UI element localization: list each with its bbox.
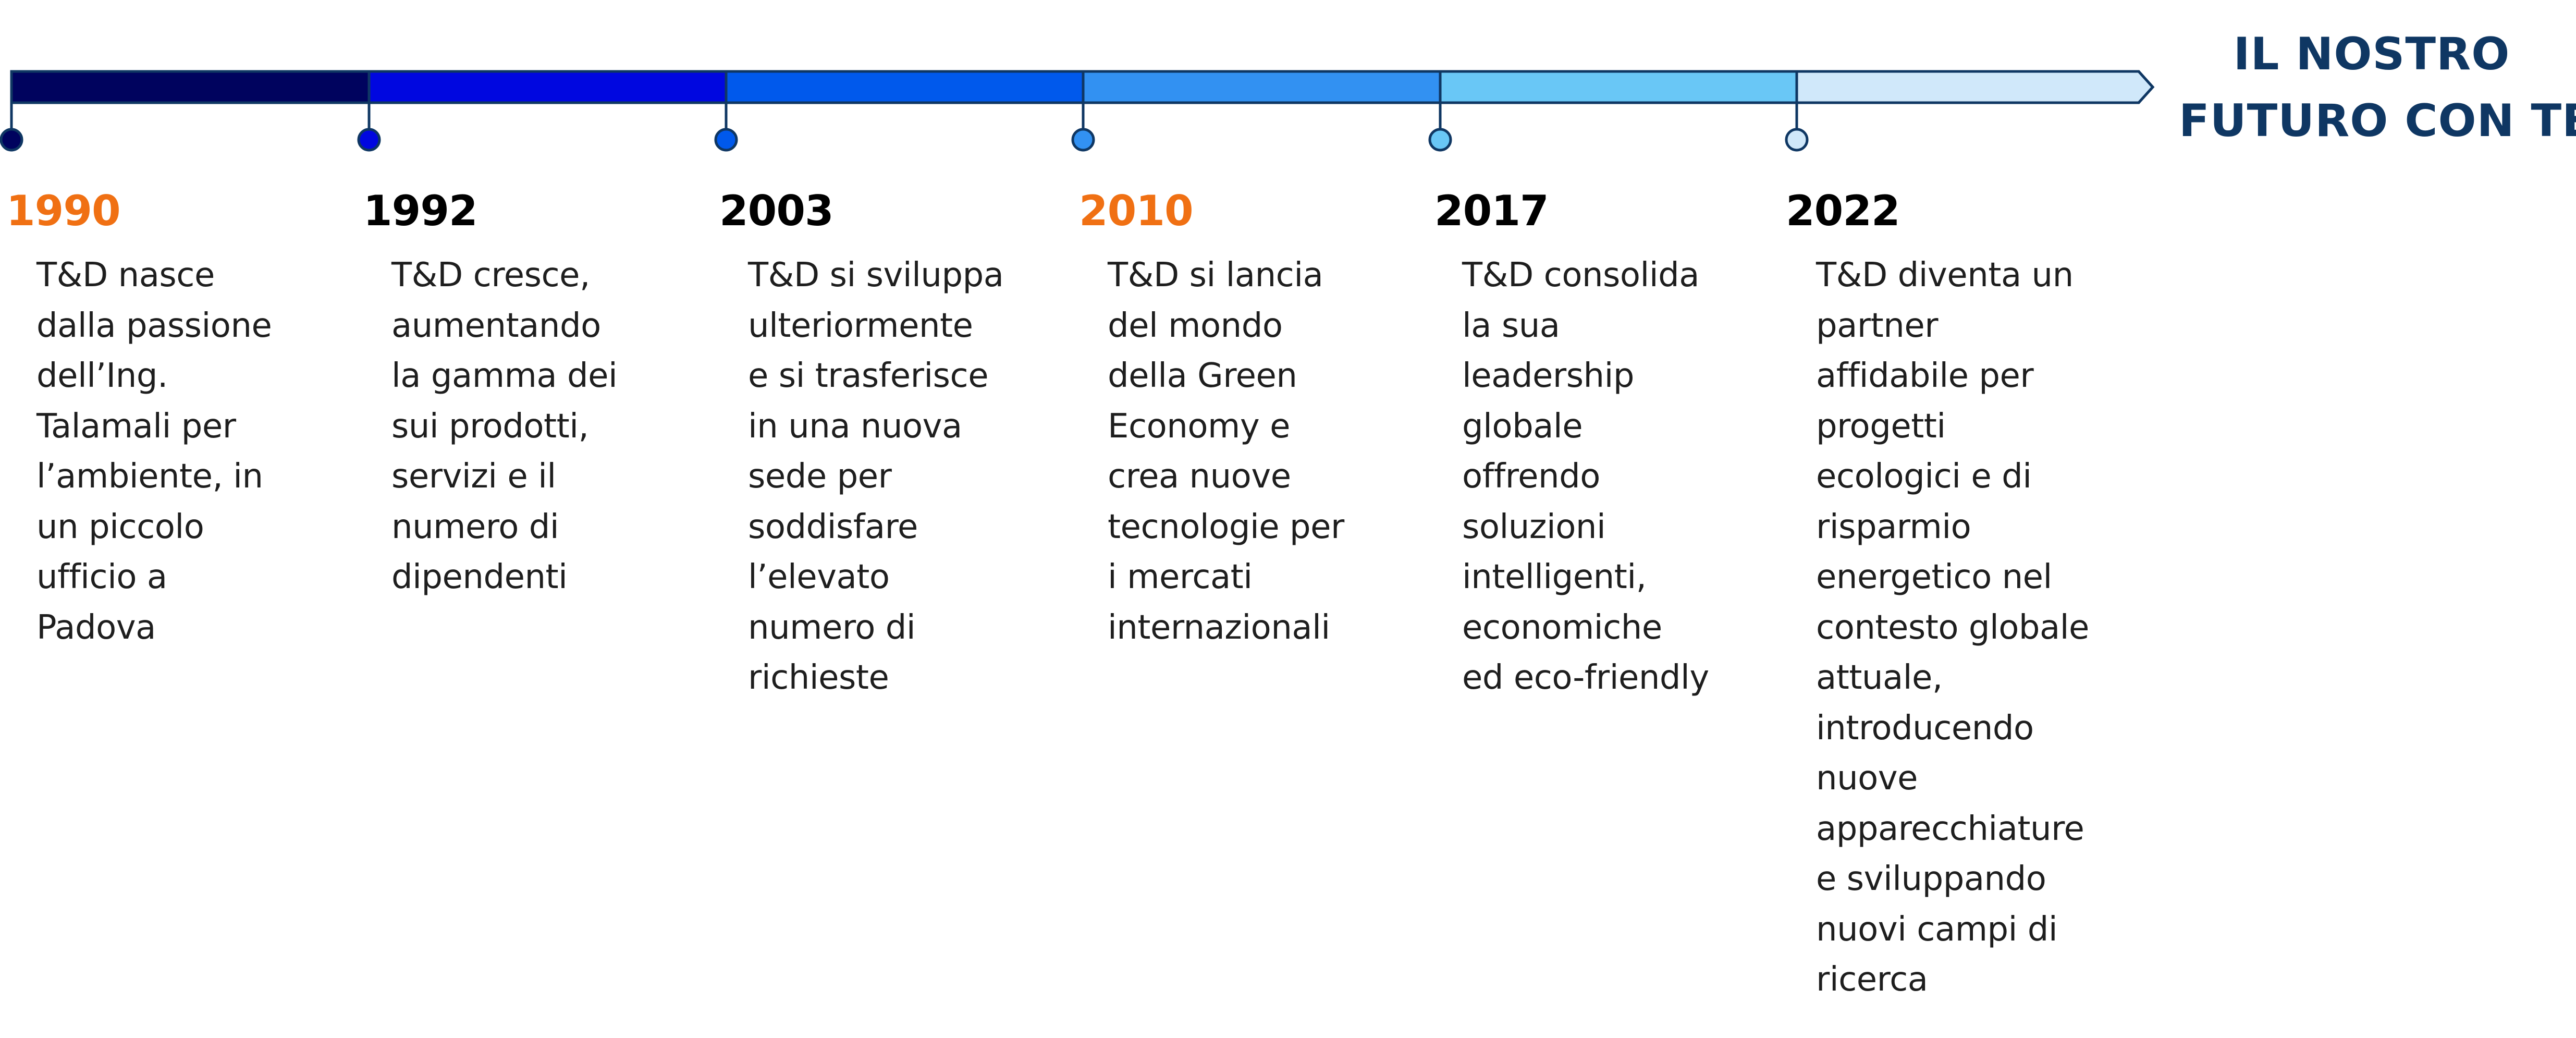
milestone-description-line: nuovi campi di — [1816, 910, 2058, 949]
milestone-description-line: ufficio a — [36, 558, 167, 596]
milestone-description-line: la sua — [1462, 306, 1560, 345]
milestone-description-line: della Green — [1108, 357, 1297, 395]
milestone-description-line: Economy e — [1108, 407, 1290, 446]
milestone-description-line: intelligenti, — [1462, 558, 1647, 596]
milestone-description-line: richieste — [748, 658, 889, 697]
milestone-2017: 2017 T&D consolida la sua leadership globale… — [1434, 180, 1709, 703]
timeline-segment-6 — [1795, 70, 2155, 104]
milestone-description-line: T&D diventa un — [1816, 256, 2074, 295]
milestone-description-line: soluzioni — [1462, 507, 1606, 546]
milestone-description-line: affidabile per — [1816, 357, 2034, 395]
milestone-description: T&D cresce, aumentando la gamma dei sui pro… — [363, 250, 618, 603]
milestone-description-line: risparmio — [1816, 507, 1971, 546]
milestone-description-line: T&D si lancia — [1108, 256, 1323, 295]
milestone-year: 1992 — [363, 187, 478, 235]
milestone-description-line: un piccolo — [36, 507, 204, 546]
timeline-segment-2 — [367, 70, 728, 104]
milestone-description-line: introducendo — [1816, 709, 2034, 748]
milestone-description-line: ecologici e di — [1816, 457, 2032, 496]
milestone-description-line: T&D si sviluppa — [748, 256, 1004, 295]
milestone-description-line: sede per — [748, 457, 892, 496]
timeline-dot-5 — [1428, 128, 1452, 152]
milestone-description-line: ed eco-friendly — [1462, 658, 1709, 697]
milestone-description-line: offrendo — [1462, 457, 1600, 496]
milestone-description-line: dell’Ing. — [36, 357, 168, 395]
milestone-description-line: numero di — [748, 608, 916, 647]
milestone-year: 2017 — [1434, 187, 1549, 235]
milestone-1990: 1990 T&D nasce dalla passione dell’Ing. Tala… — [6, 180, 272, 653]
milestone-description-line: ulteriormente — [748, 306, 973, 345]
milestone-description-line: T&D consolida — [1462, 256, 1699, 295]
milestone-year: 1990 — [6, 187, 121, 235]
milestone-description-line: la gamma dei — [391, 357, 618, 395]
milestone-description-line: tecnologie per — [1108, 507, 1344, 546]
timeline-dot-1 — [0, 128, 23, 152]
section-title: IL NOSTRO FUTURO CON TE — [2179, 21, 2576, 154]
milestone-2022: 2022 T&D diventa un partner affidabile per p… — [1786, 180, 2089, 1005]
milestone-description-line: numero di — [391, 507, 559, 546]
milestone-description-line: energetico nel — [1816, 558, 2052, 596]
milestone-description: T&D consolida la sua leadership globale offr… — [1434, 250, 1709, 703]
milestone-description-line: e sviluppando — [1816, 860, 2046, 898]
milestone-description-line: dalla passione — [36, 306, 272, 345]
timeline-dot-6 — [1785, 128, 1809, 152]
milestone-description-line: leadership — [1462, 357, 1634, 395]
milestone-description-line: soddisfare — [748, 507, 918, 546]
milestone-description-line: internazionali — [1108, 608, 1330, 647]
timeline-markers — [0, 71, 1809, 152]
milestone-description-line: Talamali per — [36, 407, 236, 446]
milestone-year: 2010 — [1079, 187, 1194, 235]
milestone-description-line: aumentando — [391, 306, 601, 345]
milestone-description-line: l’ambiente, in — [36, 457, 263, 496]
milestone-year: 2003 — [719, 187, 834, 235]
milestone-description-line: i mercati — [1108, 558, 1253, 596]
milestone-description-line: del mondo — [1108, 306, 1283, 345]
timeline-dot-2 — [357, 128, 381, 152]
milestone-description: T&D si lancia del mondo della Green Economy… — [1079, 250, 1344, 653]
milestone-description-line: e si trasferisce — [748, 357, 989, 395]
title-line-1: IL NOSTRO — [2233, 28, 2510, 80]
milestone-2003: 2003 T&D si sviluppa ulteriormente e si tra… — [719, 180, 1004, 703]
timeline-bar — [0, 70, 2155, 152]
milestone-description-line: sui prodotti, — [391, 407, 589, 446]
milestone-description-line: apparecchiature — [1816, 809, 2084, 848]
milestone-description-line: attuale, — [1816, 658, 1943, 697]
milestone-description-line: globale — [1462, 407, 1583, 446]
milestone-2010: 2010 T&D si lancia del mondo della Green Eco… — [1079, 180, 1344, 653]
timeline-segment-3 — [725, 70, 1085, 104]
milestone-description: T&D nasce dalla passione dell’Ing. Talamali… — [6, 250, 272, 653]
timeline-dot-3 — [714, 128, 738, 152]
milestone-description-line: contesto globale — [1816, 608, 2089, 647]
milestone-description-line: T&D cresce, — [391, 256, 590, 295]
milestone-description: T&D si sviluppa ulteriormente e si trasfer… — [719, 250, 1004, 703]
milestone-description: T&D diventa un partner affidabile per proge… — [1786, 250, 2089, 1005]
milestone-description-line: crea nuove — [1108, 457, 1291, 496]
milestone-description-line: T&D nasce — [36, 256, 215, 295]
milestone-description-line: Padova — [36, 608, 156, 647]
milestone-description-line: ricerca — [1816, 960, 1928, 999]
title-line-2: FUTURO CON TE — [2179, 95, 2576, 147]
milestone-description-line: partner — [1816, 306, 1938, 345]
milestone-year: 2022 — [1786, 187, 1900, 235]
milestone-description-line: dipendenti — [391, 558, 568, 596]
milestone-description-line: nuove — [1816, 759, 1918, 798]
timeline-dot-4 — [1071, 128, 1095, 152]
milestone-description-line: economiche — [1462, 608, 1662, 647]
milestone-description-line: l’elevato — [748, 558, 890, 596]
milestone-description-line: progetti — [1816, 407, 1946, 446]
milestone-1992: 1992 T&D cresce, aumentando la gamma dei sui… — [363, 180, 618, 603]
timeline-segment-5 — [1439, 70, 1798, 104]
milestone-description-line: in una nuova — [748, 407, 962, 446]
milestone-description-line: servizi e il — [391, 457, 556, 496]
timeline-segment-1 — [10, 70, 371, 104]
timeline-segment-4 — [1082, 70, 1442, 104]
